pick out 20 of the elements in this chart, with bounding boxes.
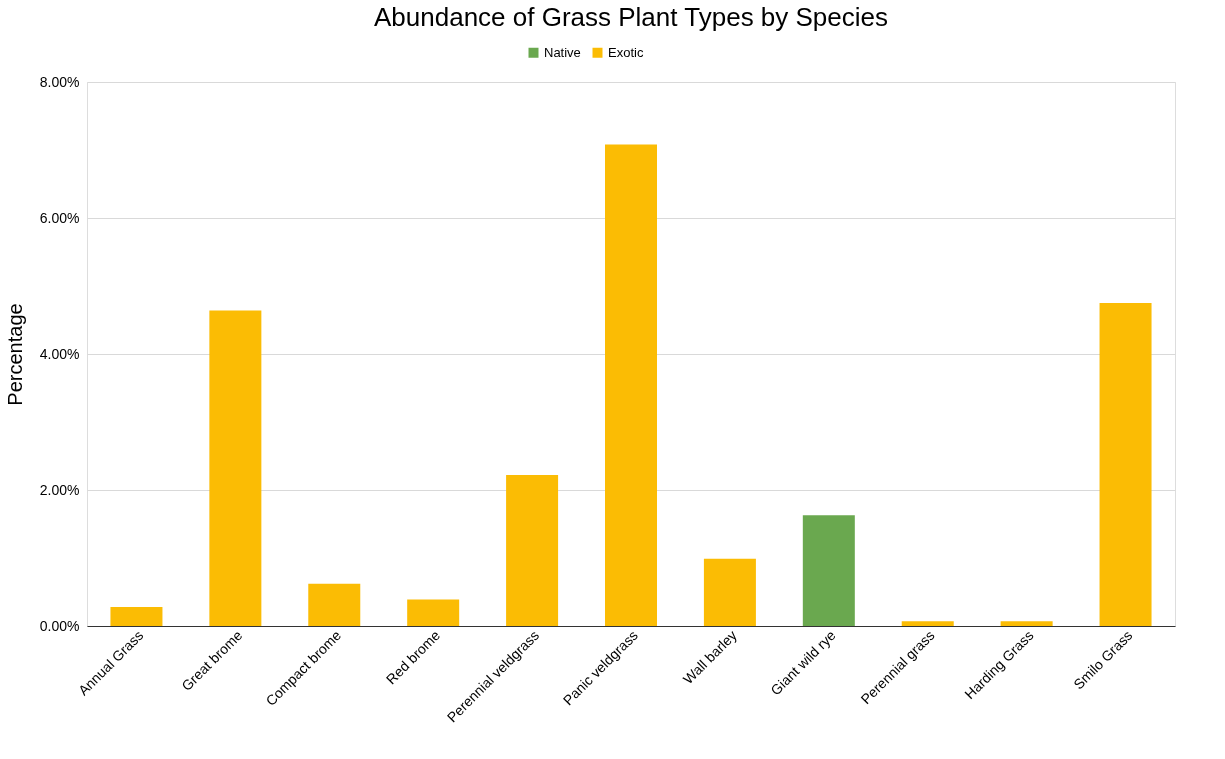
- y-tick-label: 2.00%: [39, 481, 80, 498]
- bar: [1099, 303, 1152, 626]
- bar: [506, 475, 559, 626]
- chart-title: Abundance of Grass Plant Types by Species: [373, 2, 889, 32]
- bar: [209, 310, 262, 626]
- bar: [110, 606, 163, 626]
- bar: [1000, 621, 1053, 626]
- bar: [802, 515, 855, 626]
- bar: [901, 621, 954, 626]
- bar: [703, 558, 756, 626]
- y-tick-label: 8.00%: [39, 73, 80, 90]
- y-tick-label: 6.00%: [39, 209, 80, 226]
- legend-label: Native: [544, 44, 581, 60]
- bar: [605, 144, 657, 626]
- legend-label: Exotic: [608, 44, 644, 60]
- bar: [308, 583, 361, 626]
- y-tick-label: 4.00%: [39, 345, 80, 362]
- bar: [407, 599, 460, 626]
- y-tick-label: 0.00%: [39, 617, 80, 634]
- y-axis-title: Percentage: [3, 303, 26, 406]
